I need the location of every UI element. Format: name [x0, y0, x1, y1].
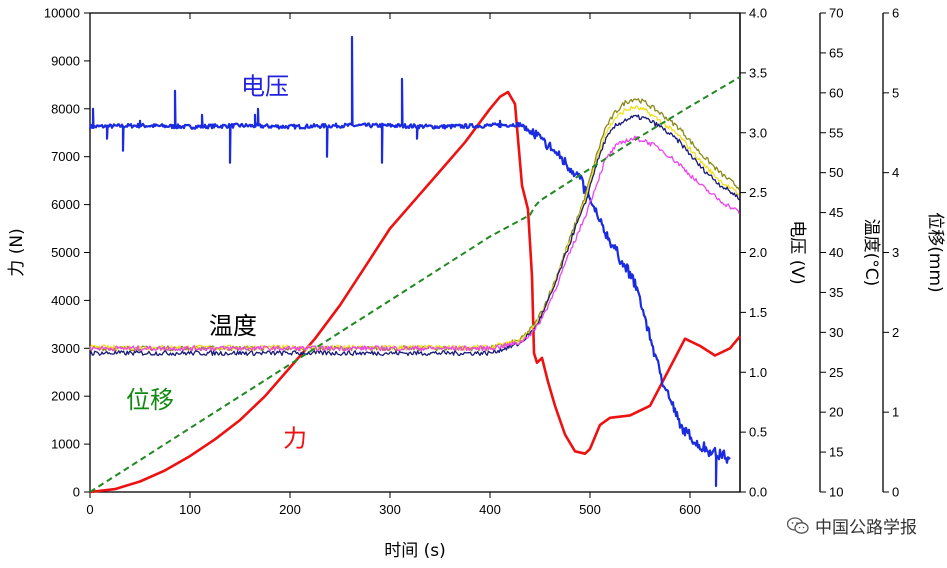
force-tick-label: 9000: [51, 53, 80, 68]
temperature-axis-title: 温度(°C): [861, 219, 881, 287]
voltage-tick-label: 3.5: [749, 65, 767, 80]
watermark-text: 中国公路学报: [815, 518, 917, 538]
x-tick-label: 0: [86, 502, 93, 517]
temperature-tick-label: 10: [829, 485, 843, 500]
voltage-tick-label: 0.0: [749, 485, 767, 500]
displacement-axis-title: 位移(mm): [925, 212, 945, 292]
force-tick-label: 7000: [51, 149, 80, 164]
temperature-tick-label: 30: [829, 325, 843, 340]
voltage-tick-label: 4.0: [749, 6, 767, 21]
x-tick-label: 300: [379, 502, 401, 517]
voltage-tick-label: 3.0: [749, 125, 767, 140]
x-tick-label: 100: [179, 502, 201, 517]
voltage-axis-title: 电压 (V): [787, 220, 807, 284]
displacement-tick-label: 4: [892, 165, 899, 180]
series-line-temperature-5: [89, 135, 740, 352]
annotation-label: 力: [283, 424, 307, 452]
annotation-label: 电压: [241, 72, 289, 100]
temperature-tick-label: 35: [829, 285, 843, 300]
voltage-tick-label: 1.0: [749, 365, 767, 380]
voltage-tick-label: 1.5: [749, 305, 767, 320]
force-axis-title: 力 (N): [7, 228, 27, 276]
plot-frame: [89, 12, 741, 493]
x-tick-label: 400: [479, 502, 501, 517]
x-tick-label: 500: [579, 502, 601, 517]
voltage-tick-label: 2.0: [749, 245, 767, 260]
annotation-label: 位移: [126, 386, 174, 414]
series-line-temperature-2: [89, 98, 740, 352]
temperature-tick-label: 25: [829, 365, 843, 380]
temperature-tick-label: 40: [829, 245, 843, 260]
temperature-tick-label: 20: [829, 405, 843, 420]
series-line-temperature-4: [89, 114, 740, 357]
voltage-tick-label: 0.5: [749, 425, 767, 440]
temperature-tick-label: 60: [829, 85, 843, 100]
displacement-tick-label: 1: [892, 405, 899, 420]
displacement-tick-label: 6: [892, 6, 899, 21]
displacement-tick-label: 5: [892, 85, 899, 100]
displacement-tick-label: 2: [892, 325, 899, 340]
temperature-tick-label: 50: [829, 165, 843, 180]
force-tick-label: 4000: [51, 293, 80, 308]
displacement-tick-label: 0: [892, 485, 899, 500]
force-tick-label: 0: [73, 485, 80, 500]
temperature-tick-label: 15: [829, 445, 843, 460]
x-tick-label: 200: [279, 502, 301, 517]
temperature-tick-label: 55: [829, 125, 843, 140]
series-line-displacement-6: [89, 76, 741, 493]
wechat-icon: [786, 516, 809, 535]
series-line-temperature-3: [89, 105, 740, 351]
watermark: 中国公路学报: [786, 513, 917, 538]
displacement-tick-label: 3: [892, 245, 899, 260]
x-tick-label: 600: [679, 502, 701, 517]
force-tick-label: 3000: [51, 341, 80, 356]
temperature-tick-label: 65: [829, 45, 843, 60]
temperature-tick-label: 45: [829, 205, 843, 220]
force-tick-label: 10000: [44, 6, 80, 21]
force-tick-label: 2000: [51, 389, 80, 404]
force-tick-label: 5000: [51, 245, 80, 260]
force-tick-label: 8000: [51, 101, 80, 116]
temperature-tick-label: 70: [829, 6, 843, 21]
force-tick-label: 1000: [51, 437, 80, 452]
annotation-label: 温度: [209, 312, 257, 340]
x-axis-title: 时间 (s): [384, 541, 446, 561]
force-tick-label: 6000: [51, 197, 80, 212]
voltage-tick-label: 2.5: [749, 185, 767, 200]
series-line-voltage-1: [88, 35, 731, 488]
series-line-force-0: [89, 90, 741, 494]
